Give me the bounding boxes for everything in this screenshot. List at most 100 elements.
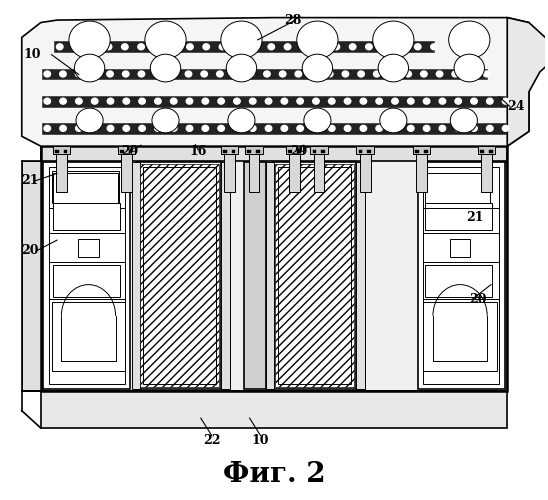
Bar [140,164,219,387]
Bar [221,162,230,390]
Circle shape [328,126,335,132]
Circle shape [232,71,239,77]
Circle shape [313,98,319,104]
Circle shape [408,98,414,104]
Circle shape [138,71,145,77]
Bar [489,150,493,152]
Circle shape [150,54,181,82]
Circle shape [421,71,427,77]
Circle shape [389,71,396,77]
Bar [223,150,227,152]
Bar [52,302,125,371]
Text: 29: 29 [122,144,139,158]
Bar [418,162,505,390]
Circle shape [226,54,256,82]
Circle shape [264,71,270,77]
Circle shape [392,98,398,104]
Circle shape [301,44,307,50]
Circle shape [327,71,333,77]
Bar [423,302,497,371]
Circle shape [185,71,192,77]
Bar [266,162,274,390]
Circle shape [414,44,421,50]
Circle shape [252,44,258,50]
Circle shape [186,98,193,104]
Circle shape [450,108,477,133]
Bar [41,151,507,391]
Circle shape [439,98,446,104]
Circle shape [92,98,98,104]
Circle shape [107,71,113,77]
Circle shape [424,98,430,104]
Bar [42,96,506,106]
Bar [358,150,362,152]
Circle shape [439,126,446,132]
Bar [55,150,59,152]
Text: 29: 29 [290,144,307,158]
Circle shape [503,98,509,104]
Bar [356,162,364,390]
Bar [289,128,300,192]
Circle shape [219,44,226,50]
Bar [312,150,316,152]
Circle shape [60,98,66,104]
Bar [313,128,324,192]
Bar [248,128,259,192]
Bar [478,142,495,154]
Circle shape [297,126,304,132]
Bar [275,164,354,387]
Circle shape [221,21,262,59]
Circle shape [503,126,509,132]
Circle shape [311,71,317,77]
Bar [297,150,301,152]
Bar [22,161,41,391]
Circle shape [201,71,208,77]
Text: 10: 10 [24,48,41,61]
Circle shape [170,98,177,104]
Circle shape [249,98,256,104]
Circle shape [454,54,484,82]
Circle shape [265,126,272,132]
Text: 24: 24 [507,100,524,113]
Bar [129,150,133,152]
Text: 16: 16 [190,144,207,158]
Bar [321,150,325,152]
Circle shape [360,98,367,104]
Bar [118,142,135,154]
Bar [138,162,221,390]
Circle shape [122,44,128,50]
Bar [247,150,251,152]
Circle shape [122,71,129,77]
Text: Фиг. 2: Фиг. 2 [222,462,326,488]
Bar [64,150,67,152]
Polygon shape [22,18,529,146]
Circle shape [487,98,493,104]
Bar [425,174,490,203]
Bar [246,142,262,154]
Bar [41,146,507,161]
Bar [56,128,67,192]
Bar [288,150,292,152]
Text: 21: 21 [21,174,39,188]
Bar [356,142,374,154]
Circle shape [373,21,414,59]
Bar [423,167,499,384]
Circle shape [170,44,177,50]
Circle shape [145,21,186,59]
Polygon shape [507,18,548,146]
Circle shape [76,71,82,77]
Circle shape [360,126,367,132]
Bar [310,142,328,154]
Bar [450,238,470,258]
Bar [42,123,506,134]
Circle shape [202,98,209,104]
Circle shape [487,126,493,132]
Circle shape [123,98,129,104]
Circle shape [44,126,50,132]
Circle shape [378,54,408,82]
Circle shape [380,108,407,133]
Circle shape [73,44,79,50]
Bar [224,128,235,192]
Bar [52,171,119,203]
Circle shape [317,44,323,50]
